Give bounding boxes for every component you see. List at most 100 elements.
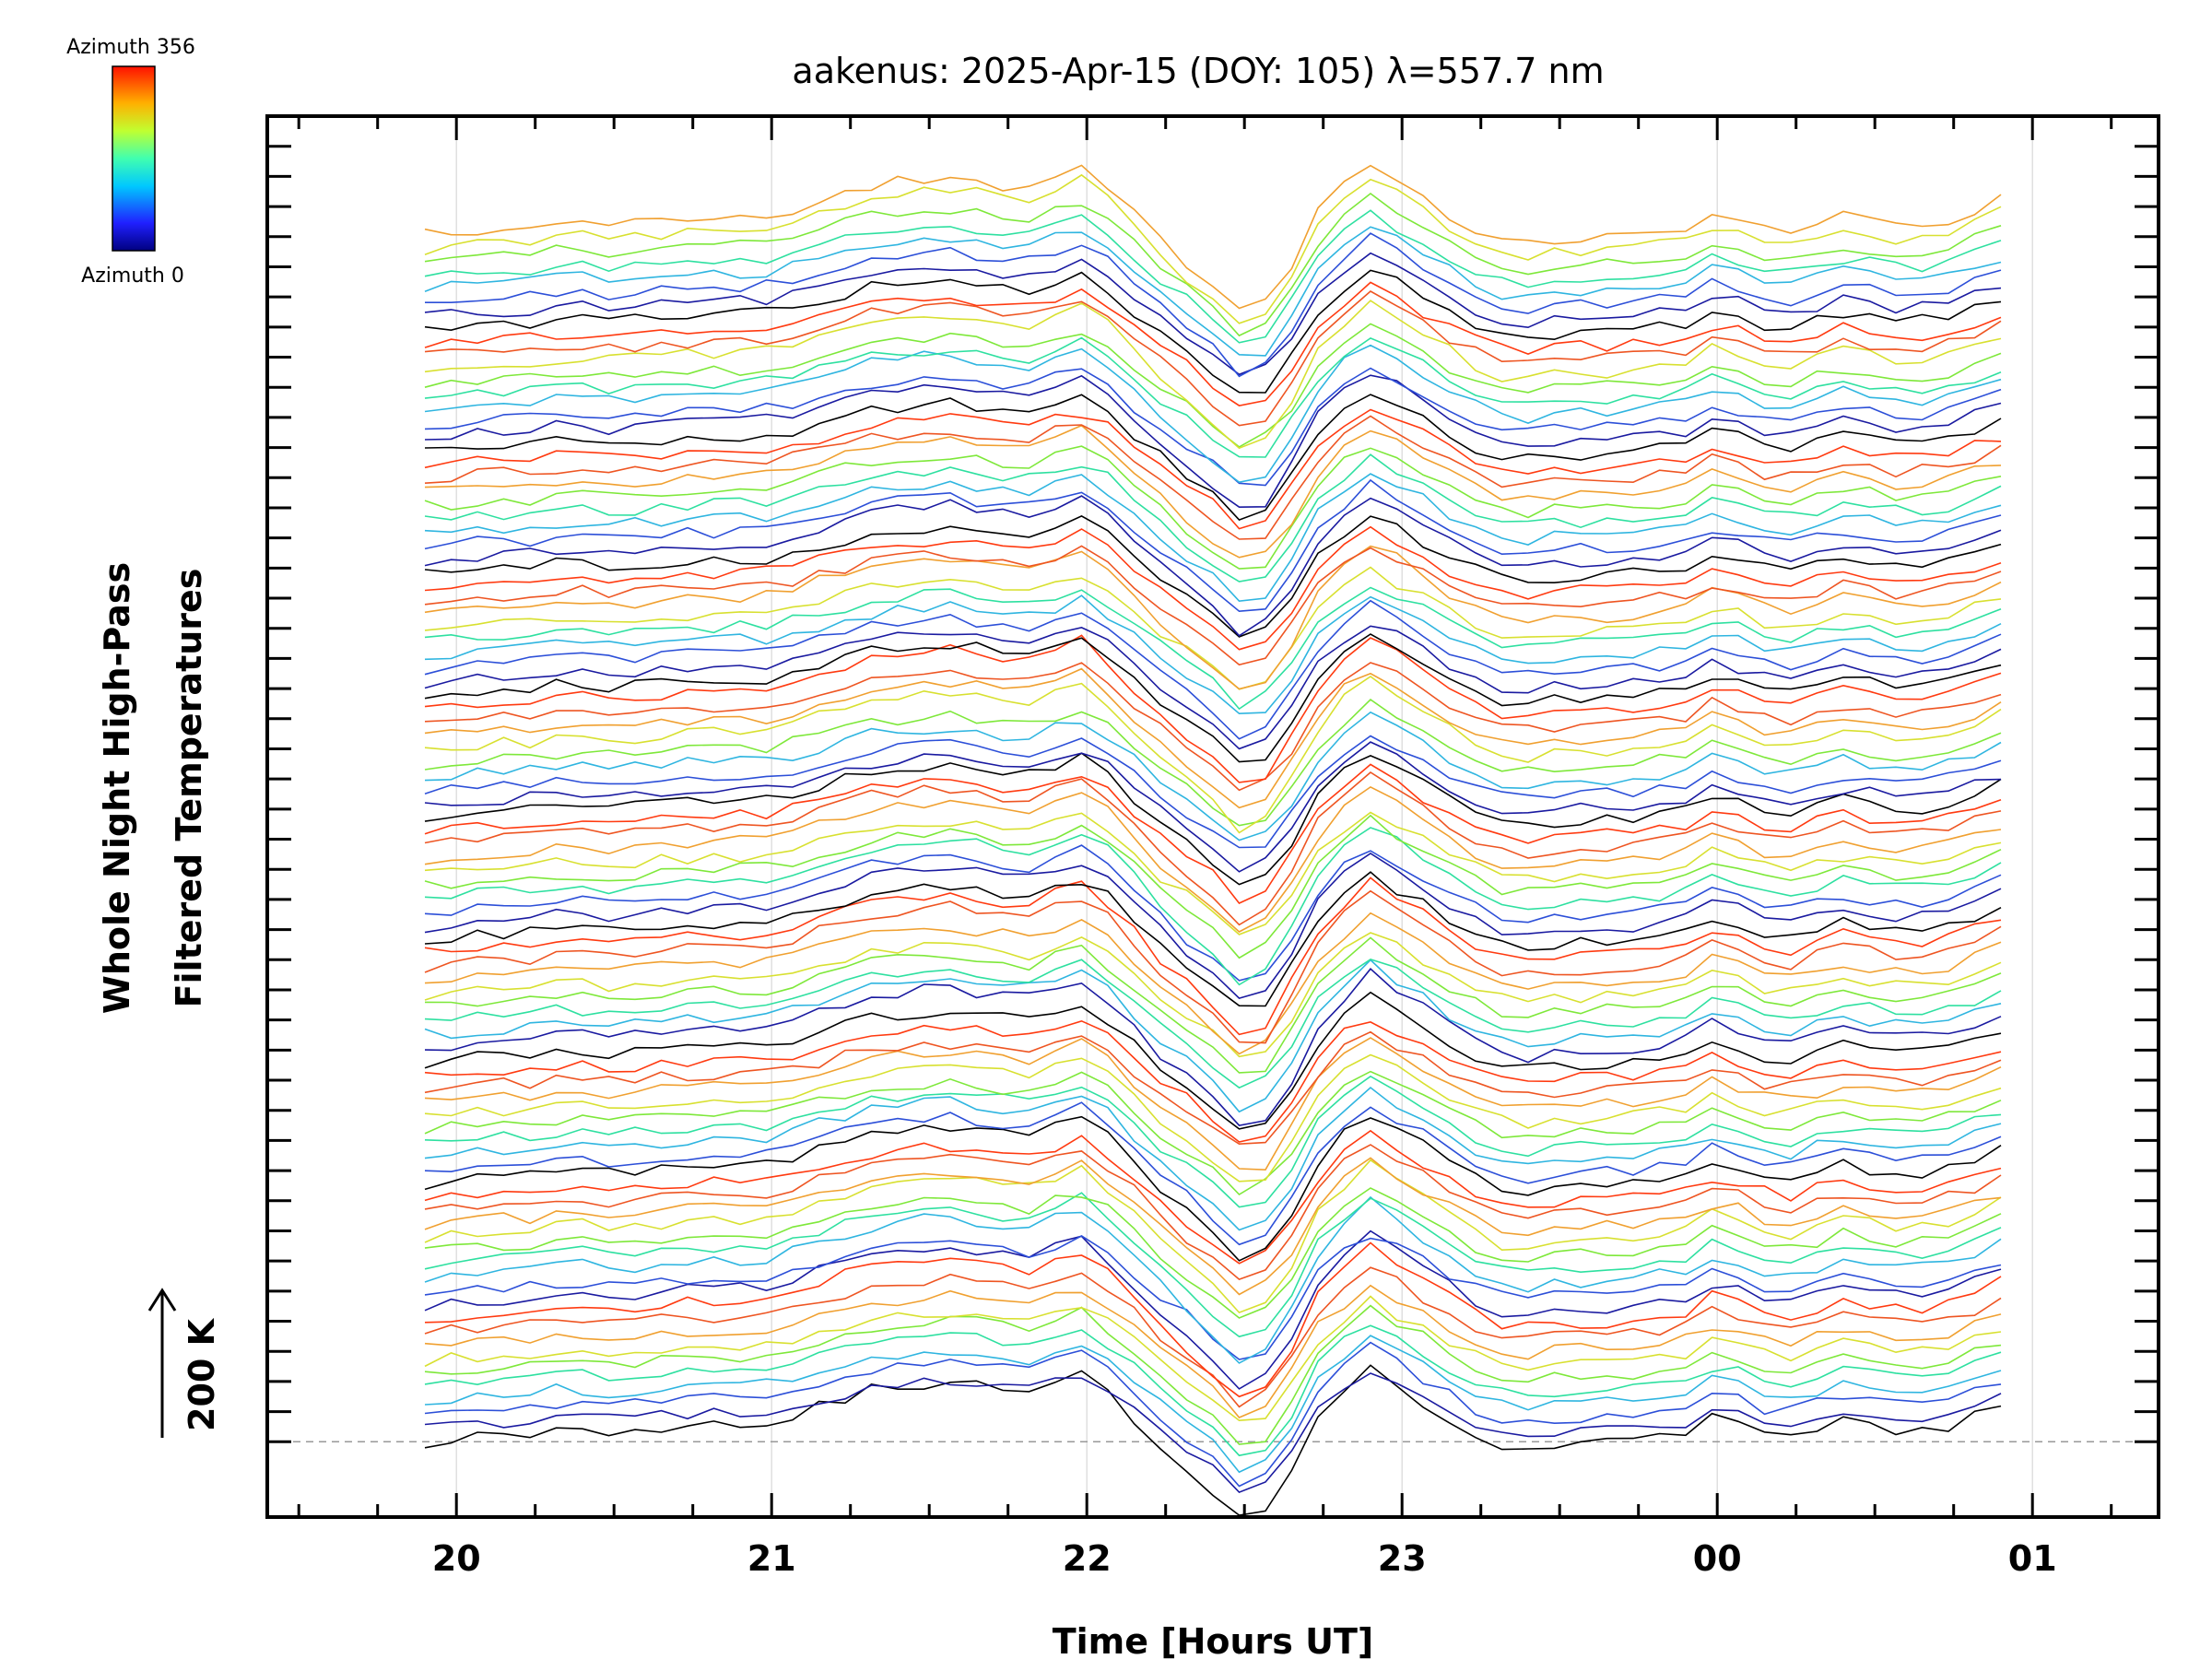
series-line-6 [424,1295,2002,1422]
series-line-85 [424,226,2002,357]
series-line-18 [424,1129,2002,1265]
series-line-72 [424,408,2002,530]
series-line-58 [424,594,2002,715]
series-line-62 [424,545,2002,666]
series-line-67 [424,473,2002,603]
x-axis-label: Time [Hours UT] [1053,1621,1374,1659]
series-line-48 [424,735,2002,849]
colorbar-top-label: Azimuth 356 [66,36,195,59]
series-line-64 [424,515,2002,638]
series-group [424,164,2002,1516]
series-line-76 [424,344,2002,484]
series-line-41 [424,814,2002,959]
series-line-60 [424,566,2002,690]
series-line-78 [424,323,2002,448]
x-tick-label-23: 23 [1378,1538,1427,1579]
series-line-80 [424,290,2002,427]
series-line-75 [424,367,2002,487]
series-line-26 [424,1030,2002,1146]
series-line-34 [424,912,2002,1055]
series-line-65 [424,495,2002,637]
series-line-30 [424,959,2002,1113]
series-line-71 [424,415,2002,540]
series-line-50 [424,698,2002,827]
series-line-89 [424,164,2002,310]
series-line-21 [424,1086,2002,1231]
series-line-49 [424,711,2002,841]
series-line-66 [424,478,2002,613]
series-line-74 [424,374,2002,509]
series-line-69 [424,445,2002,570]
series-line-31 [424,959,2002,1089]
scale-label: 200 K [182,1317,222,1431]
scale-arrow-head [147,1288,177,1312]
x-tick-label-01: 01 [2008,1538,2057,1579]
series-line-79 [424,300,2002,450]
series-line-44 [424,771,2002,926]
series-line-27 [424,1019,2002,1143]
series-line-23 [424,1070,2002,1196]
series-line-7 [424,1284,2002,1418]
x-tick-label-22: 22 [1063,1538,1112,1579]
series-line-86 [424,209,2002,344]
series-line-40 [424,827,2002,986]
series-line-47 [424,741,2002,873]
series-line-9 [424,1241,2002,1398]
series-line-45 [424,763,2002,904]
series-line-0 [424,1364,2002,1516]
series-line-55 [424,633,2002,763]
series-line-22 [424,1075,2002,1208]
azimuth-colorbar [112,65,156,252]
series-line-20 [424,1101,2002,1246]
series-line-16 [424,1157,2002,1296]
series-line-42 [424,811,2002,935]
chart-title: aakenus: 2025-Apr-15 (DOY: 105) λ=557.7 … [792,51,1604,91]
series-line-2 [424,1341,2002,1488]
series-line-29 [424,968,2002,1126]
series-line-59 [424,586,2002,711]
series-line-5 [424,1304,2002,1445]
series-line-68 [424,453,2002,582]
series-line-63 [424,525,2002,651]
series-line-25 [424,1037,2002,1171]
series-line-10 [424,1230,2002,1390]
x-tick-label-20: 20 [432,1538,481,1579]
series-line-33 [424,932,2002,1058]
series-line-39 [424,844,2002,982]
series-line-84 [425,232,2002,378]
series-line-37 [424,871,2002,1007]
series-line-82 [424,269,2002,394]
series-line-35 [424,889,2002,1044]
series-line-28 [424,991,2002,1130]
series-line-43 [424,785,2002,933]
series-line-81 [424,281,2002,406]
series-line-53 [424,662,2002,792]
series-line-3 [424,1335,2002,1474]
x-tick-labels: 20 21 22 23 00 01 [432,1538,2057,1579]
series-line-73 [424,394,2002,522]
y-axis-label-line1: Whole Night High-Pass [97,562,137,1014]
y-axis-label-line2: Filtered Temperatures [169,569,209,1008]
series-line-17 [424,1144,2002,1281]
series-line-14 [424,1187,2002,1319]
series-line-1 [424,1372,2002,1494]
series-line-61 [424,545,2002,690]
series-line-77 [424,336,2002,458]
series-line-4 [424,1324,2002,1457]
series-line-54 [424,634,2002,783]
series-line-70 [424,424,2002,559]
series-line-88 [424,173,2002,324]
series-line-56 [424,625,2002,750]
x-tick-label-00: 00 [1693,1538,1742,1579]
colorbar-bottom-label: Azimuth 0 [81,265,184,288]
x-tick-label-21: 21 [747,1538,796,1579]
axis-ticks [267,116,2159,1517]
series-line-8 [424,1266,2002,1408]
series-line-11 [424,1234,2002,1360]
series-line-24 [424,1053,2002,1182]
series-line-52 [424,667,2002,809]
series-line-15 [424,1159,2002,1314]
series-line-83 [424,252,2002,376]
series-line-46 [424,752,2002,886]
series-line-36 [424,877,2002,1036]
